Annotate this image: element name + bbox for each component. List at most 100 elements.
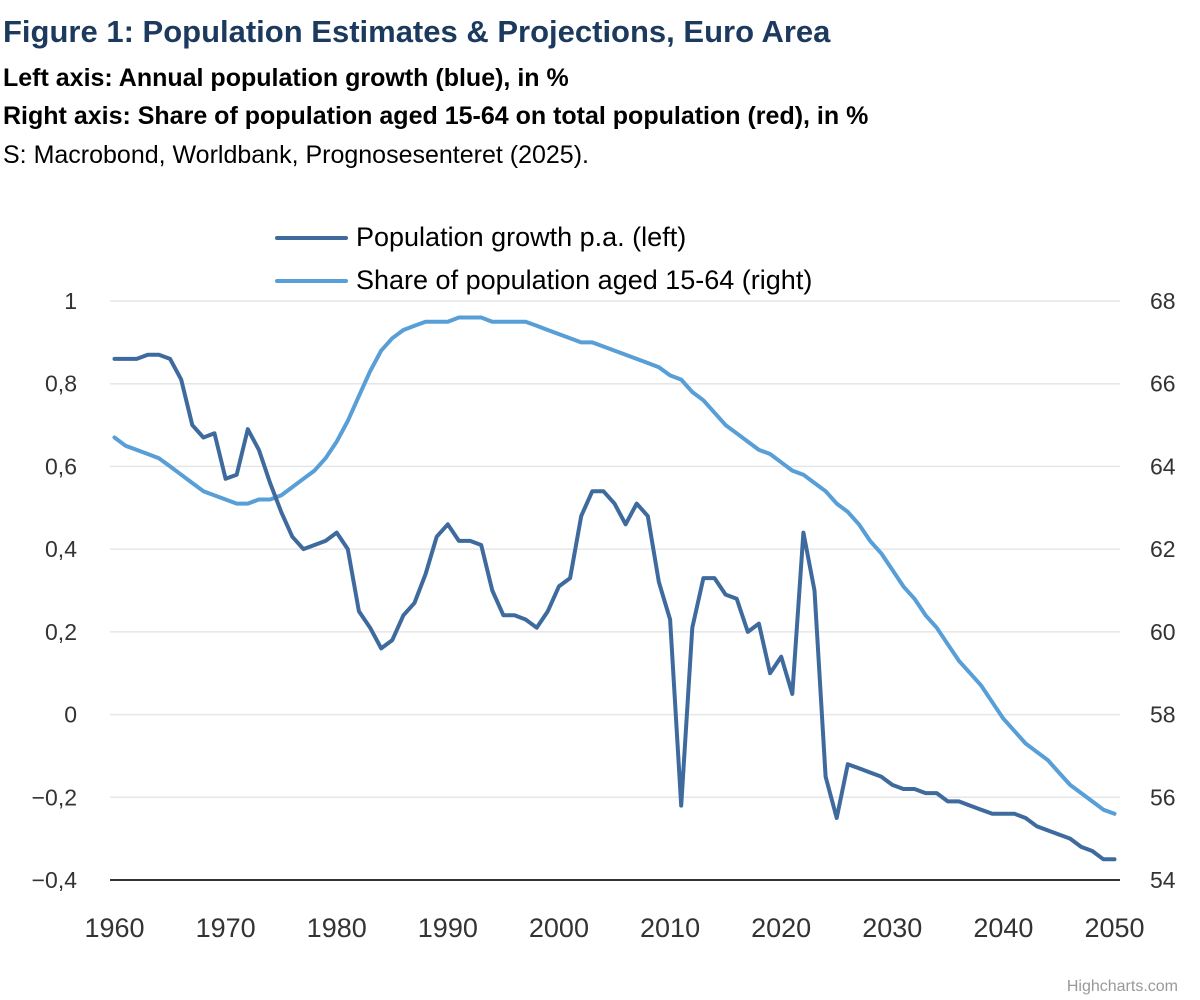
point-population-growth-1984[interactable]: [378, 645, 384, 651]
point-population-growth-2012[interactable]: [689, 625, 695, 631]
point-share-15-64-1961[interactable]: [123, 443, 129, 449]
point-population-growth-2033[interactable]: [923, 790, 929, 796]
point-share-15-64-1996[interactable]: [512, 319, 518, 325]
point-share-15-64-2031[interactable]: [900, 583, 906, 589]
point-share-15-64-2009[interactable]: [656, 364, 662, 370]
point-population-growth-2002[interactable]: [578, 513, 584, 519]
point-share-15-64-2019[interactable]: [767, 451, 773, 457]
point-share-15-64-1999[interactable]: [545, 327, 551, 333]
point-share-15-64-1980[interactable]: [334, 439, 340, 445]
point-share-15-64-2015[interactable]: [723, 422, 729, 428]
point-population-growth-2039[interactable]: [989, 811, 995, 817]
point-share-15-64-1997[interactable]: [523, 319, 529, 325]
point-population-growth-1989[interactable]: [434, 534, 440, 540]
point-population-growth-1972[interactable]: [245, 426, 251, 432]
point-population-growth-2017[interactable]: [745, 629, 751, 635]
point-population-growth-1986[interactable]: [400, 612, 406, 618]
point-share-15-64-2011[interactable]: [678, 377, 684, 383]
point-population-growth-2045[interactable]: [1056, 832, 1062, 838]
point-share-15-64-1974[interactable]: [267, 497, 273, 503]
point-population-growth-2023[interactable]: [812, 588, 818, 594]
point-share-15-64-2024[interactable]: [823, 488, 829, 494]
point-population-growth-2008[interactable]: [645, 513, 651, 519]
point-population-growth-1966[interactable]: [178, 377, 184, 383]
point-population-growth-2043[interactable]: [1034, 823, 1040, 829]
point-population-growth-2004[interactable]: [600, 488, 606, 494]
point-share-15-64-2050[interactable]: [1112, 811, 1118, 817]
point-population-growth-2027[interactable]: [856, 765, 862, 771]
point-population-growth-1980[interactable]: [334, 530, 340, 536]
point-population-growth-1971[interactable]: [234, 472, 240, 478]
point-population-growth-1979[interactable]: [323, 538, 329, 544]
point-population-growth-2042[interactable]: [1023, 815, 1029, 821]
point-share-15-64-1962[interactable]: [134, 447, 140, 453]
point-share-15-64-1988[interactable]: [423, 319, 429, 325]
point-population-growth-2018[interactable]: [756, 621, 762, 627]
point-population-growth-1987[interactable]: [412, 600, 418, 606]
point-share-15-64-2030[interactable]: [889, 567, 895, 573]
point-population-growth-2028[interactable]: [867, 770, 873, 776]
point-population-growth-1997[interactable]: [523, 617, 529, 623]
point-population-growth-2003[interactable]: [589, 488, 595, 494]
point-population-growth-1976[interactable]: [289, 534, 295, 540]
point-share-15-64-2045[interactable]: [1056, 770, 1062, 776]
point-population-growth-2006[interactable]: [623, 521, 629, 527]
point-share-15-64-2000[interactable]: [556, 331, 562, 337]
point-share-15-64-1964[interactable]: [156, 455, 162, 461]
point-population-growth-2007[interactable]: [634, 501, 640, 507]
point-share-15-64-1969[interactable]: [212, 492, 218, 498]
point-share-15-64-2025[interactable]: [834, 501, 840, 507]
point-population-growth-1983[interactable]: [367, 625, 373, 631]
point-population-growth-1978[interactable]: [312, 542, 318, 548]
point-population-growth-1990[interactable]: [445, 521, 451, 527]
point-population-growth-2037[interactable]: [967, 803, 973, 809]
point-share-15-64-1979[interactable]: [323, 455, 329, 461]
point-population-growth-2021[interactable]: [789, 691, 795, 697]
point-population-growth-1998[interactable]: [534, 625, 540, 631]
point-share-15-64-2022[interactable]: [800, 472, 806, 478]
point-share-15-64-1965[interactable]: [167, 463, 173, 469]
point-population-growth-2034[interactable]: [934, 790, 940, 796]
point-share-15-64-1981[interactable]: [345, 418, 351, 424]
point-population-growth-2030[interactable]: [889, 782, 895, 788]
point-share-15-64-2047[interactable]: [1078, 790, 1084, 796]
point-population-growth-2013[interactable]: [700, 575, 706, 581]
legend-item-share-15-64[interactable]: Share of population aged 15-64 (right): [275, 265, 812, 295]
point-share-15-64-1983[interactable]: [367, 368, 373, 374]
point-share-15-64-2006[interactable]: [623, 352, 629, 358]
point-population-growth-2024[interactable]: [823, 774, 829, 780]
point-share-15-64-1975[interactable]: [278, 492, 284, 498]
point-share-15-64-2004[interactable]: [600, 344, 606, 350]
point-share-15-64-2046[interactable]: [1067, 782, 1073, 788]
point-share-15-64-2037[interactable]: [967, 670, 973, 676]
point-population-growth-1993[interactable]: [478, 542, 484, 548]
point-population-growth-1996[interactable]: [512, 612, 518, 618]
point-population-growth-1974[interactable]: [267, 480, 273, 486]
point-population-growth-2010[interactable]: [667, 617, 673, 623]
point-population-growth-2000[interactable]: [556, 583, 562, 589]
point-share-15-64-2033[interactable]: [923, 612, 929, 618]
point-share-15-64-2021[interactable]: [789, 468, 795, 474]
point-population-growth-2047[interactable]: [1078, 844, 1084, 850]
point-population-growth-2022[interactable]: [800, 530, 806, 536]
point-population-growth-2016[interactable]: [734, 596, 740, 602]
point-share-15-64-2001[interactable]: [567, 335, 573, 341]
point-share-15-64-2012[interactable]: [689, 389, 695, 395]
point-share-15-64-2003[interactable]: [589, 339, 595, 345]
point-share-15-64-2008[interactable]: [645, 360, 651, 366]
series-line-share-15-64[interactable]: [112, 315, 1117, 816]
point-population-growth-2040[interactable]: [1000, 811, 1006, 817]
point-share-15-64-2044[interactable]: [1045, 757, 1051, 763]
point-population-growth-2005[interactable]: [612, 501, 618, 507]
point-population-growth-1982[interactable]: [356, 608, 362, 614]
point-population-growth-2038[interactable]: [978, 807, 984, 813]
point-population-growth-1991[interactable]: [456, 538, 462, 544]
point-population-growth-2019[interactable]: [767, 670, 773, 676]
point-share-15-64-2034[interactable]: [934, 625, 940, 631]
point-population-growth-1965[interactable]: [167, 356, 173, 362]
point-share-15-64-2032[interactable]: [912, 596, 918, 602]
point-share-15-64-2013[interactable]: [700, 397, 706, 403]
point-population-growth-2026[interactable]: [845, 761, 851, 767]
point-population-growth-2011[interactable]: [678, 803, 684, 809]
point-share-15-64-2014[interactable]: [712, 410, 718, 416]
